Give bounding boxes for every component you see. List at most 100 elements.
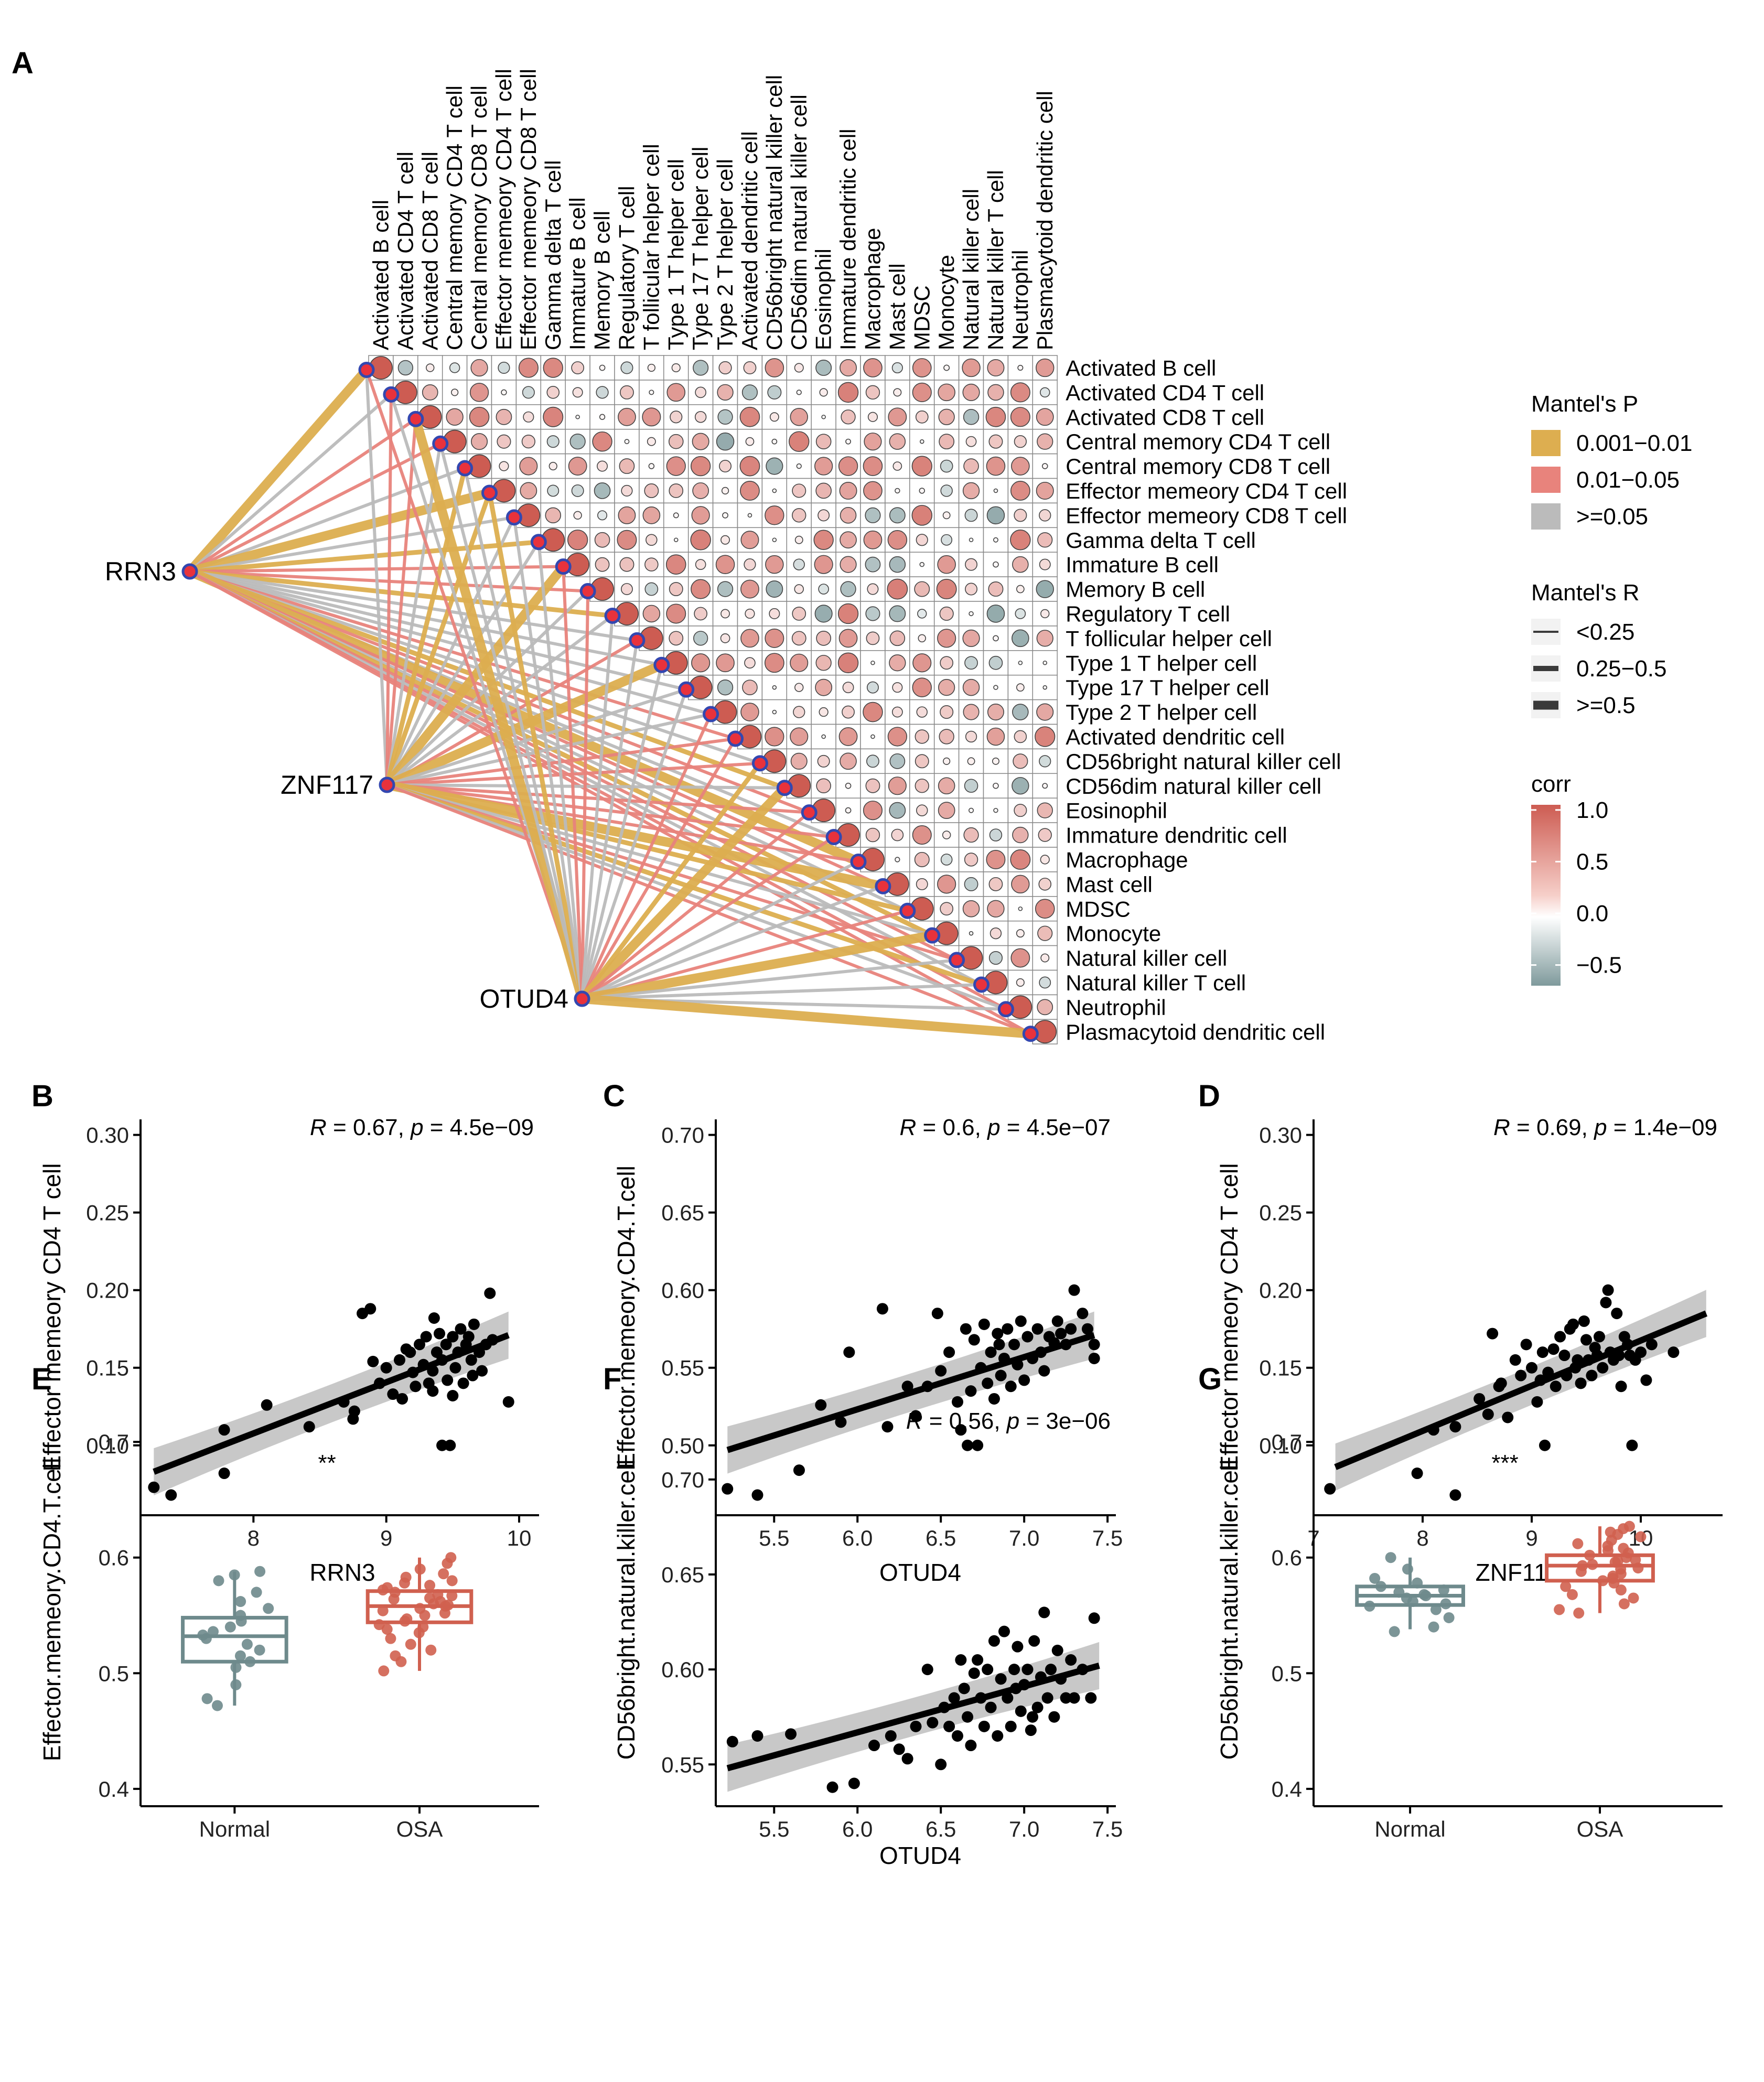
x-tick-label: Normal (199, 1817, 270, 1841)
corr-circle (863, 456, 883, 476)
cell-node (949, 952, 965, 968)
corr-circle (911, 456, 932, 477)
row-label: Macrophage (1066, 847, 1188, 872)
corr-circle (594, 532, 610, 548)
corr-circle (993, 635, 999, 642)
jitter-point (1597, 1575, 1609, 1587)
corr-circle (938, 777, 955, 795)
corr-circle (965, 582, 978, 596)
corr-circle (917, 609, 927, 619)
data-point (1018, 1374, 1030, 1386)
corr-circle (1011, 457, 1030, 476)
corr-circle (1016, 978, 1025, 987)
cell-node (457, 460, 474, 477)
jitter-point (1584, 1549, 1596, 1561)
corr-circle (668, 434, 684, 449)
jitter-point (1618, 1598, 1630, 1610)
data-point (1038, 1606, 1050, 1619)
corr-circle (837, 603, 859, 624)
corr-circle (967, 757, 975, 765)
corr-circle (715, 555, 735, 574)
data-point (1021, 1664, 1034, 1676)
corr-circle (720, 535, 730, 545)
y-axis-label: CD56bright.natural.killer.cell (1216, 1460, 1243, 1760)
corr-circle (845, 807, 852, 814)
legend-swatch-mantel-p (1531, 503, 1561, 530)
jitter-point (1385, 1552, 1396, 1563)
corr-circle (912, 653, 932, 673)
corr-circle (646, 534, 658, 546)
corr-circle (1018, 906, 1023, 911)
jitter-point (1615, 1584, 1627, 1595)
mantel-edge (580, 737, 737, 1000)
legend-title-corr: corr (1531, 771, 1571, 797)
corr-circle (962, 358, 981, 377)
corr-circle (1039, 509, 1051, 522)
corr-circle (866, 631, 880, 645)
x-tick-label: 5.5 (759, 1817, 789, 1841)
cell-node (432, 435, 449, 452)
column-label: Activated CD4 T cell (393, 152, 417, 350)
corr-circle (722, 512, 728, 519)
corr-circle (1010, 530, 1031, 551)
corr-circle (986, 727, 1005, 746)
data-point (1539, 1439, 1551, 1451)
mantel-edge (537, 540, 584, 1000)
legend-label-mantel-p: >=0.05 (1576, 504, 1648, 530)
corr-circle (863, 358, 883, 377)
corr-circle (915, 729, 929, 744)
data-point (1035, 1671, 1047, 1683)
corr-circle (764, 653, 784, 673)
stat-sep: , (994, 1408, 1006, 1434)
jitter-point (263, 1603, 274, 1614)
jitter-point (230, 1679, 242, 1690)
stat-r-prefix: = (1510, 1115, 1536, 1140)
stat-p-prefix: = (424, 1115, 450, 1140)
corr-circle (919, 488, 925, 494)
corr-circle (1042, 660, 1048, 665)
corr-circle (497, 434, 511, 449)
corr-circle (771, 438, 778, 445)
corr-circle (940, 459, 953, 473)
mantel-edge (385, 417, 417, 786)
row-label: Natural killer cell (1066, 946, 1227, 970)
regression-line (153, 1332, 510, 1475)
x-tick-label: Normal (1374, 1817, 1445, 1841)
data-point (951, 1396, 963, 1408)
mantel-edge (385, 515, 516, 786)
corr-circle (690, 530, 711, 551)
corr-circle (892, 461, 902, 471)
mantel-edge (384, 782, 984, 987)
data-point (1572, 1354, 1584, 1366)
mantel-edge (385, 442, 442, 786)
mantel-edge (463, 467, 584, 1000)
data-point (1088, 1339, 1100, 1351)
legend-swatch-mantel-p (1531, 430, 1561, 456)
corr-circle (791, 631, 806, 646)
corr-circle (796, 463, 802, 469)
corr-circle (567, 530, 588, 551)
jitter-point (1628, 1592, 1639, 1604)
row-label: Immature B cell (1066, 553, 1219, 577)
corr-circle (840, 531, 857, 549)
corr-circle (471, 433, 488, 450)
corr-circle (889, 507, 906, 524)
data-point (1010, 1682, 1022, 1695)
corr-circle (818, 584, 829, 595)
data-point (442, 1374, 454, 1386)
data-point (447, 1331, 459, 1343)
data-point (1591, 1350, 1603, 1362)
data-point (995, 1673, 1007, 1685)
corr-circle (619, 458, 635, 474)
corr-circle (649, 390, 654, 395)
scatter-panel-c: 0.50 0.55 0.60 0.65 0.70 5.5 6.0 6.5 7.0 7.5 OTUD4… (612, 1115, 1123, 1586)
corr-circle (596, 386, 609, 399)
corr-circle (814, 457, 833, 476)
data-point (436, 1439, 448, 1451)
data-point (835, 1416, 847, 1428)
corr-circle (988, 951, 1003, 965)
corr-circle (1037, 433, 1053, 450)
corr-circle (766, 580, 783, 598)
jitter-point (1587, 1559, 1598, 1570)
corr-circle (938, 802, 955, 819)
